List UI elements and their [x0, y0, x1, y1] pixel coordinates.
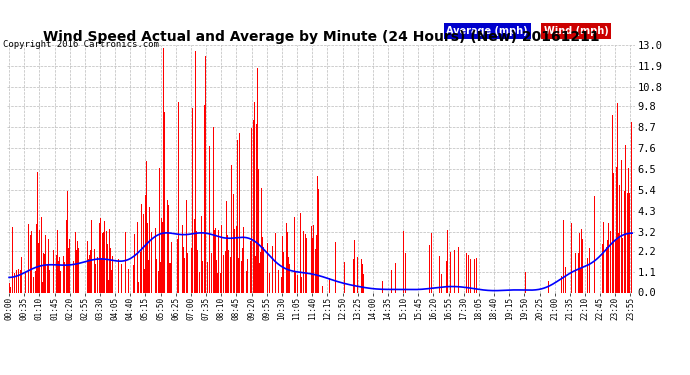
Text: Average (mph): Average (mph): [446, 26, 528, 36]
Title: Wind Speed Actual and Average by Minute (24 Hours) (New) 20161211: Wind Speed Actual and Average by Minute …: [43, 30, 599, 44]
Text: Wind (mph): Wind (mph): [544, 26, 609, 36]
Text: Copyright 2016 Cartronics.com: Copyright 2016 Cartronics.com: [3, 40, 159, 49]
